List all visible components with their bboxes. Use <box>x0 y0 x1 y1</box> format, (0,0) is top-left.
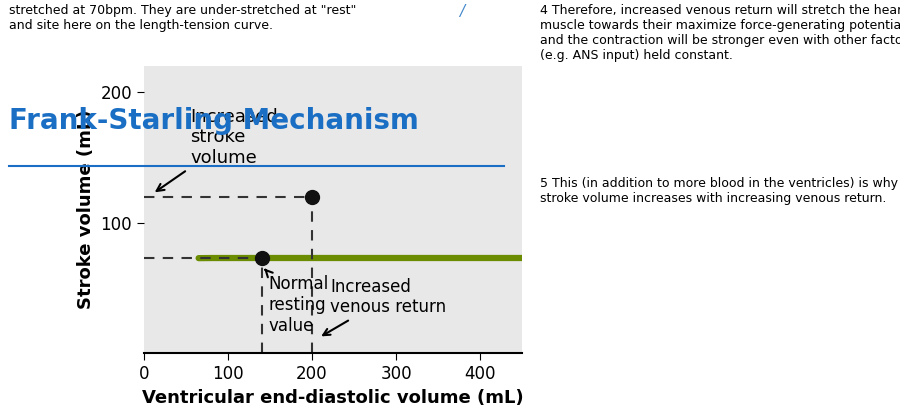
Text: Increased
venous return: Increased venous return <box>323 277 446 335</box>
Text: Frank-Starling Mechanism: Frank-Starling Mechanism <box>9 107 418 135</box>
Text: Increased
stroke
volume: Increased stroke volume <box>157 108 278 191</box>
Point <box>255 255 269 261</box>
Text: stretched at 70bpm. They are under-stretched at "rest"
and site here on the leng: stretched at 70bpm. They are under-stret… <box>9 4 356 32</box>
Text: Normal
resting
value: Normal resting value <box>266 270 328 335</box>
Text: /: / <box>459 4 464 19</box>
Text: 4 Therefore, increased venous return will stretch the heart
muscle towards their: 4 Therefore, increased venous return wil… <box>540 4 900 62</box>
Point <box>305 193 320 200</box>
X-axis label: Ventricular end-diastolic volume (mL): Ventricular end-diastolic volume (mL) <box>142 389 524 407</box>
Y-axis label: Stroke volume (mL): Stroke volume (mL) <box>77 110 95 309</box>
Text: 5 This (in addition to more blood in the ventricles) is why
stroke volume increa: 5 This (in addition to more blood in the… <box>540 177 898 205</box>
